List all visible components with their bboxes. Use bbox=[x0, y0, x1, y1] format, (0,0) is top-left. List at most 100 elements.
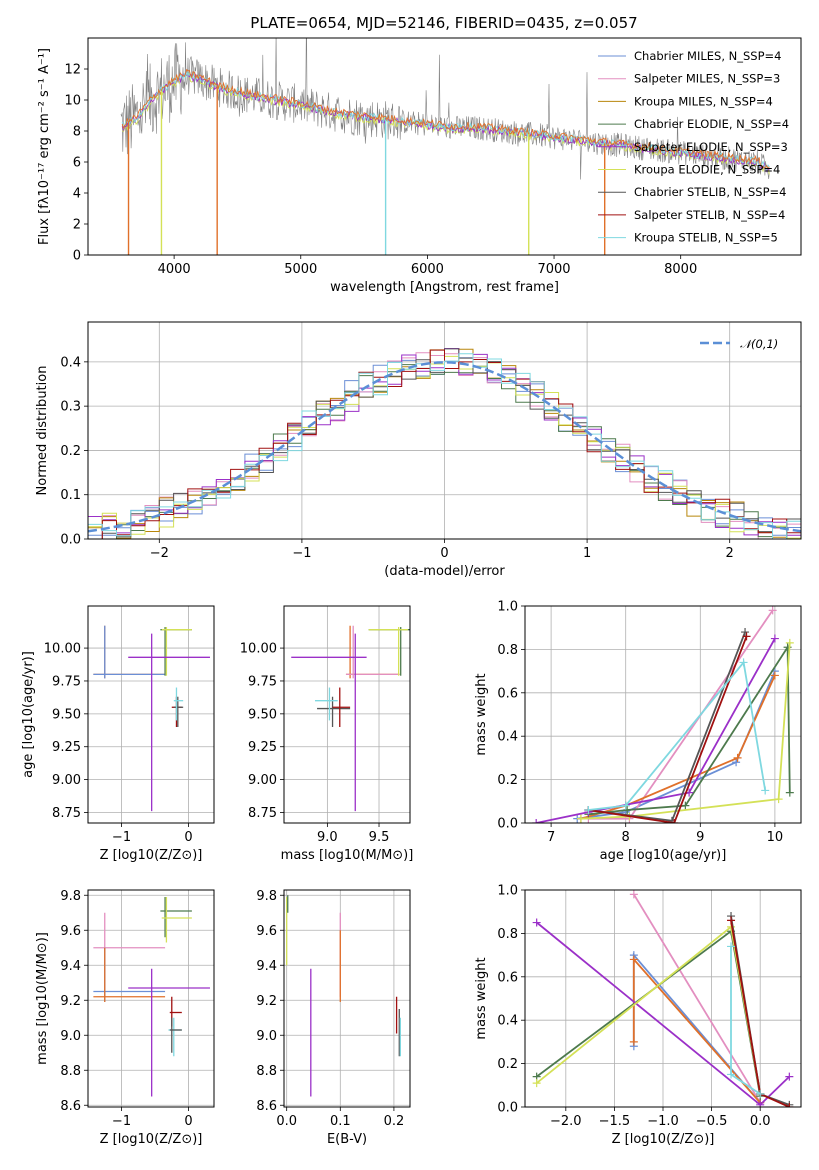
axes-spectrum: 4000 5000 6000 7000 8000 0 2 4 6 8 10 12 wavelength … bbox=[37, 37, 802, 295]
axes-frame bbox=[87, 605, 215, 824]
series-marker bbox=[756, 1100, 765, 1107]
x-tick-label: −1.0 bbox=[647, 1114, 679, 1129]
series-line bbox=[536, 925, 762, 1095]
data-point bbox=[345, 625, 400, 679]
x-tick-label: 8000 bbox=[664, 262, 697, 277]
y-tick-label: 4 bbox=[73, 187, 81, 202]
y-tick-label: 9.6 bbox=[60, 924, 81, 939]
axes-frame bbox=[87, 37, 802, 256]
y-tick-label: 10 bbox=[64, 94, 81, 109]
series-marker bbox=[532, 918, 541, 927]
series-kroupa-elodie bbox=[576, 638, 794, 823]
series-marker bbox=[584, 805, 593, 814]
legend-label: Salpeter MILES, N_SSP=3 bbox=[634, 72, 780, 86]
series-marker bbox=[629, 955, 638, 964]
axes-mass_weight_vs_age: 7 8 9 10 0.0 0.2 0.4 0.6 0.8 1.0 age [log10(age/yr… bbox=[474, 600, 802, 863]
series-marker bbox=[774, 795, 783, 804]
data-point bbox=[291, 633, 367, 812]
x-tick-label: 9.0 bbox=[317, 830, 338, 845]
x-tick-label: −1 bbox=[112, 830, 131, 845]
x-tick-label: −2.0 bbox=[550, 1114, 582, 1129]
data-point bbox=[93, 625, 166, 679]
x-tick-label: 9.5 bbox=[369, 830, 390, 845]
y-tick-label: 0.0 bbox=[60, 533, 81, 548]
legend-label: Kroupa STELIB, N_SSP=5 bbox=[634, 231, 778, 245]
data-point bbox=[93, 947, 166, 1002]
data-point bbox=[317, 696, 351, 727]
y-tick-label: 0.6 bbox=[497, 970, 518, 985]
x-tick-label: 7 bbox=[547, 830, 555, 845]
y-tick-label: 9.50 bbox=[248, 707, 277, 722]
x-tick-label: −1 bbox=[292, 546, 311, 561]
series-line bbox=[536, 638, 776, 823]
y-axis-label: Normed distribution bbox=[35, 366, 50, 496]
series-marker bbox=[741, 628, 750, 637]
panels: 4000 5000 6000 7000 8000024681012wavelength … bbox=[21, 37, 802, 1147]
y-tick-label: 10.00 bbox=[44, 642, 81, 657]
series-line bbox=[588, 636, 748, 823]
y-tick-label: 8.8 bbox=[256, 1064, 277, 1079]
y-axis-label: age [log10(age/yr)] bbox=[21, 651, 36, 778]
y-tick-label: 9.75 bbox=[52, 674, 81, 689]
x-tick-label: 5000 bbox=[284, 262, 317, 277]
legend-spectrum: Chabrier MILES, N_SSP=4 Salpeter MILES, N… bbox=[598, 49, 789, 245]
series-marker bbox=[785, 1103, 794, 1107]
series-kroupa-stelib bbox=[727, 942, 765, 1098]
x-tick-label: 1 bbox=[583, 546, 591, 561]
series-marker bbox=[742, 632, 751, 641]
axes-age_vs_mass: 9.0 9.5 8.75 9.00 9.25 9.50 9.75 10.00 mass [log… bbox=[240, 605, 413, 863]
x-tick-label: 7000 bbox=[537, 262, 570, 277]
y-tick-label: 9.6 bbox=[256, 924, 277, 939]
y-tick-label: 6 bbox=[73, 156, 81, 171]
series-line bbox=[588, 631, 746, 822]
y-tick-label: 0.6 bbox=[497, 686, 518, 701]
series-marker bbox=[733, 753, 742, 762]
y-tick-label: 2 bbox=[73, 218, 81, 233]
normal-curve bbox=[88, 361, 801, 533]
x-tick-label: −2 bbox=[150, 546, 169, 561]
series-marker bbox=[629, 1037, 638, 1046]
y-tick-label: 0.4 bbox=[497, 1014, 518, 1029]
x-axis-label: Z [log10(Z/Z⊙)] bbox=[612, 1132, 715, 1147]
data-point bbox=[368, 627, 408, 676]
y-axis-label: Flux [fλ10⁻¹⁷ erg cm⁻² s⁻¹ A⁻¹] bbox=[37, 48, 52, 245]
y-tick-label: 0.8 bbox=[497, 643, 518, 658]
series-marker bbox=[576, 814, 585, 823]
x-tick-label: 0 bbox=[184, 1114, 192, 1129]
x-axis-label: Z [log10(Z/Z⊙)] bbox=[100, 848, 203, 863]
y-tick-label: 9.2 bbox=[60, 994, 81, 1009]
x-axis-label: wavelength [Angstrom, rest frame] bbox=[330, 280, 559, 295]
y-tick-label: 9.00 bbox=[248, 773, 277, 788]
data-point bbox=[168, 1017, 182, 1057]
y-tick-label: 10.00 bbox=[240, 642, 277, 657]
series-marker bbox=[732, 758, 741, 767]
y-axis-label: mass weight bbox=[474, 673, 489, 755]
y-axis-label: mass [log10(M/M⊙)] bbox=[35, 932, 50, 1065]
axes-frame bbox=[283, 605, 411, 824]
series-marker bbox=[756, 1089, 765, 1098]
y-tick-label: 9.00 bbox=[52, 773, 81, 788]
series-chabrier-stelib bbox=[584, 628, 750, 823]
x-tick-label: 0.0 bbox=[750, 1114, 771, 1129]
y-tick-label: 8.75 bbox=[248, 806, 277, 821]
data-point bbox=[128, 968, 210, 1097]
legend-label: Kroupa ELODIE, N_SSP=4 bbox=[634, 163, 780, 177]
axes-mass_vs_EBV: 0.0 0.1 0.2 8.6 8.8 9.0 9.2 9.4 9.6 9.8 E(B-V) bbox=[256, 889, 411, 1147]
y-tick-label: 0.0 bbox=[497, 817, 518, 832]
series-marker bbox=[681, 801, 690, 810]
series-marker bbox=[621, 801, 630, 810]
axes-frame bbox=[524, 605, 802, 824]
y-tick-label: 9.2 bbox=[256, 994, 277, 1009]
data-point bbox=[160, 897, 192, 938]
x-tick-label: −1.5 bbox=[599, 1114, 631, 1129]
figure-title: PLATE=0654, MJD=52146, FIBERID=0435, z=0… bbox=[250, 14, 637, 32]
model-spectrum-line bbox=[121, 68, 770, 170]
y-tick-label: 0.4 bbox=[497, 730, 518, 745]
series-marker bbox=[727, 1070, 736, 1079]
legend-label: Salpeter STELIB, N_SSP=4 bbox=[634, 208, 785, 222]
x-axis-label: (data-model)/error bbox=[384, 564, 505, 579]
y-tick-label: 8.6 bbox=[256, 1099, 277, 1114]
x-tick-label: 0.1 bbox=[330, 1114, 351, 1129]
y-tick-label: 9.4 bbox=[60, 959, 81, 974]
